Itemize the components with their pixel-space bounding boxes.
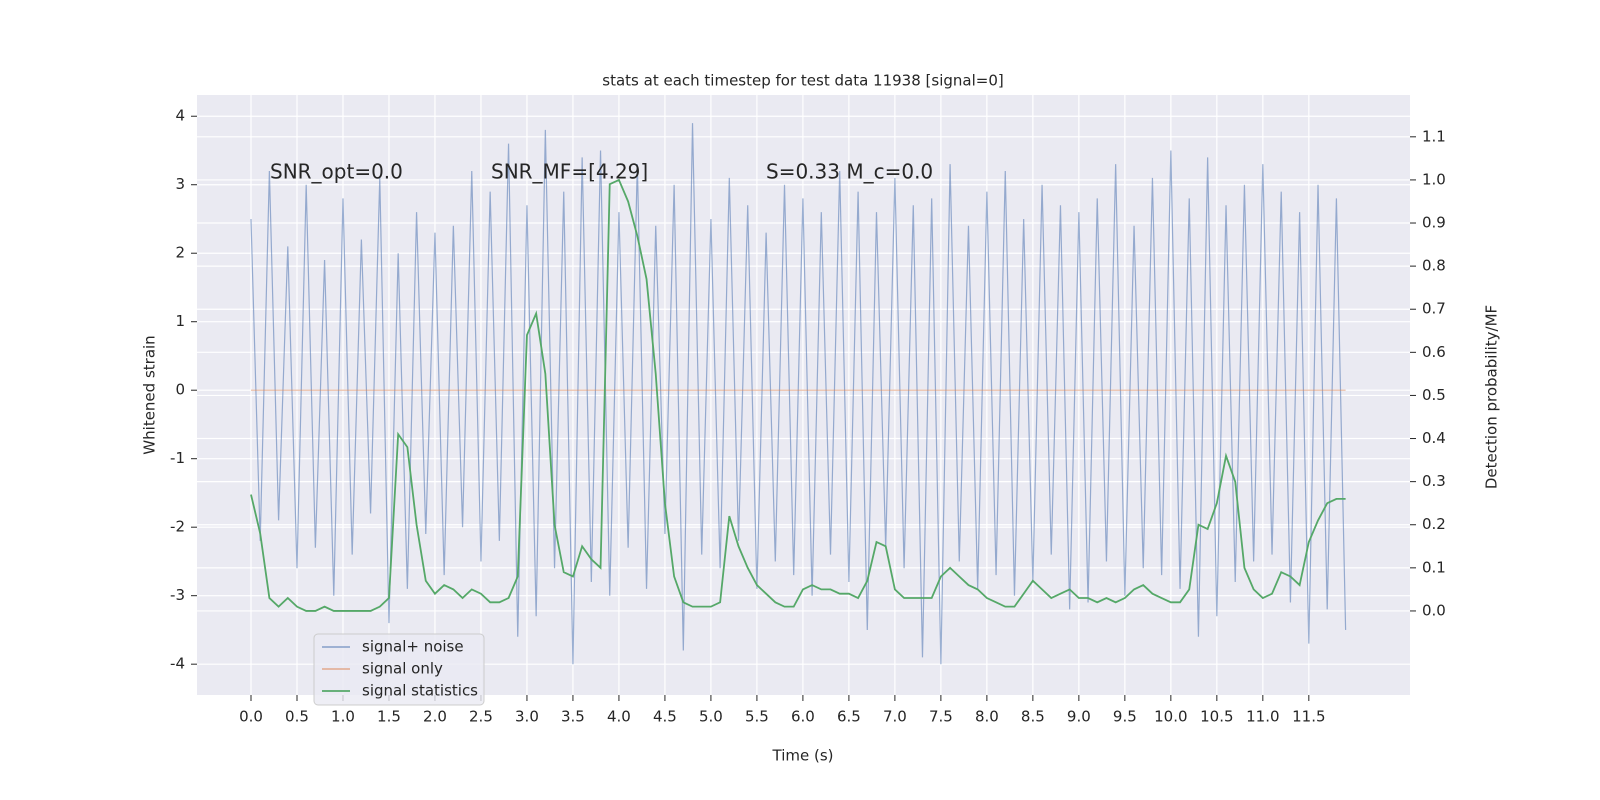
x-tick-label: 1.5 bbox=[377, 708, 401, 726]
y2-tick-label: 0.7 bbox=[1422, 300, 1446, 318]
legend-label: signal+ noise bbox=[362, 638, 464, 656]
x-tick-label: 0.5 bbox=[285, 708, 309, 726]
x-tick-label: 4.0 bbox=[607, 708, 631, 726]
x-tick-label: 7.5 bbox=[929, 708, 953, 726]
y2-tick-label: 0.1 bbox=[1422, 558, 1446, 576]
y-tick-label: 3 bbox=[175, 175, 185, 193]
y-tick-label: 1 bbox=[175, 312, 185, 330]
x-tick-label: 9.5 bbox=[1113, 708, 1137, 726]
legend-box bbox=[313, 633, 485, 706]
legend: signal+ noise signal only signal statistic… bbox=[313, 633, 485, 706]
x-tick-label: 11.5 bbox=[1292, 708, 1325, 726]
x-tick-label: 3.0 bbox=[515, 708, 539, 726]
x-tick-label: 8.5 bbox=[1021, 708, 1045, 726]
y2-tick-label: 0.6 bbox=[1422, 343, 1446, 361]
y-tick-label: 2 bbox=[175, 244, 185, 262]
y-tick-label: 4 bbox=[175, 107, 185, 125]
x-tick-label: 7.0 bbox=[883, 708, 907, 726]
x-tick-label: 8.0 bbox=[975, 708, 999, 726]
legend-label: signal statistics bbox=[362, 682, 478, 700]
y-tick-label: -1 bbox=[170, 449, 185, 467]
y-tick-label: -2 bbox=[170, 518, 185, 536]
y-tick-label: -3 bbox=[170, 586, 185, 604]
x-tick-label: 3.5 bbox=[561, 708, 585, 726]
x-tick-label: 2.0 bbox=[423, 708, 447, 726]
chart-title: stats at each timestep for test data 119… bbox=[602, 72, 1003, 90]
x-tick-label: 5.5 bbox=[745, 708, 769, 726]
series-line bbox=[250, 178, 1346, 612]
y-tick-label: -4 bbox=[170, 655, 185, 673]
y2-tick-label: 1.1 bbox=[1422, 127, 1446, 145]
legend-label: signal only bbox=[362, 660, 443, 678]
x-tick-label: 6.0 bbox=[791, 708, 815, 726]
x-tick-label: 6.5 bbox=[837, 708, 861, 726]
x-tick-label: 0.0 bbox=[239, 708, 263, 726]
y2-tick-label: 0.4 bbox=[1422, 429, 1446, 447]
y2-tick-label: 1.0 bbox=[1422, 170, 1446, 188]
x-tick-label: 9.0 bbox=[1067, 708, 1091, 726]
y-axis-label: Whitened strain bbox=[141, 335, 159, 454]
y2-tick-label: 0.8 bbox=[1422, 257, 1446, 275]
x-tick-label: 1.0 bbox=[331, 708, 355, 726]
y-tick-label: 0 bbox=[175, 381, 185, 399]
y2-tick-label: 0.2 bbox=[1422, 515, 1446, 533]
annotation: S=0.33 M_c=0.0 bbox=[766, 160, 933, 184]
x-tick-label: 4.5 bbox=[653, 708, 677, 726]
x-tick-label: 5.0 bbox=[699, 708, 723, 726]
y2-tick-label: 0.3 bbox=[1422, 472, 1446, 490]
y2-tick-label: 0.9 bbox=[1422, 214, 1446, 232]
y2-axis-label: Detection probability/MF bbox=[1483, 305, 1501, 489]
x-tick-label: 10.0 bbox=[1154, 708, 1187, 726]
x-tick-label: 2.5 bbox=[469, 708, 493, 726]
x-tick-label: 10.5 bbox=[1200, 708, 1233, 726]
annotation: SNR_opt=0.0 bbox=[270, 160, 403, 184]
series-line bbox=[250, 123, 1347, 665]
y2-tick-label: 0.5 bbox=[1422, 386, 1446, 404]
y2-tick-label: 0.0 bbox=[1422, 601, 1446, 619]
annotation: SNR_MF=[4.29] bbox=[491, 160, 648, 184]
x-axis-label: Time (s) bbox=[772, 747, 834, 765]
x-tick-label: 11.0 bbox=[1246, 708, 1279, 726]
